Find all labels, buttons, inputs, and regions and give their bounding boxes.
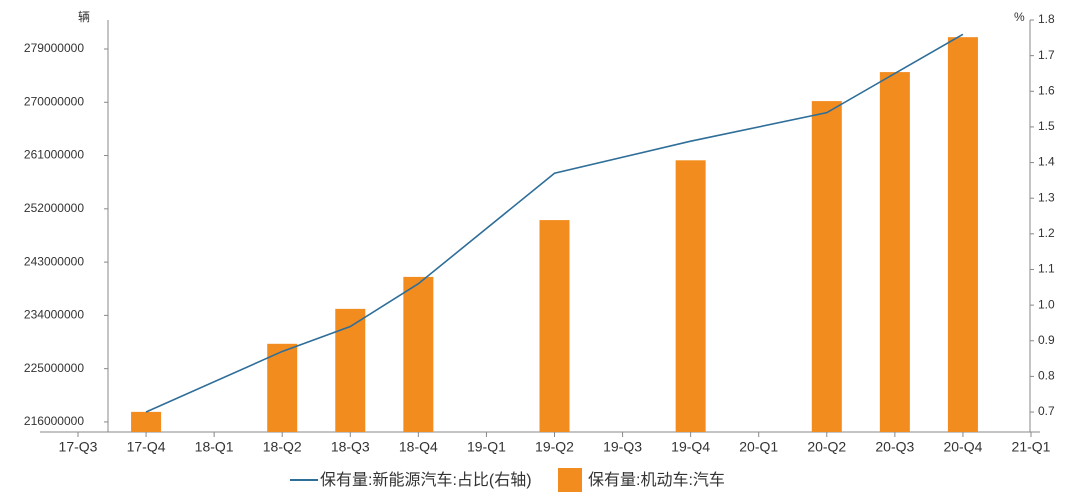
y2-tick-label: 1.8 (1038, 12, 1055, 26)
x-tick-label: 19-Q3 (603, 439, 642, 455)
x-tick-label: 19-Q1 (467, 439, 506, 455)
x-tick-label: 17-Q3 (59, 439, 98, 455)
y2-tick-label: 0.7 (1038, 404, 1055, 418)
y-tick-label: 270000000 (24, 94, 84, 108)
x-tick-label: 20-Q2 (807, 439, 846, 455)
y-tick-label: 279000000 (24, 41, 84, 55)
line (145, 33, 964, 413)
y-tick-label: 261000000 (24, 148, 84, 162)
y2-tick-label: 1.2 (1038, 226, 1055, 240)
x-tick-label: 18-Q3 (331, 439, 370, 455)
legend-swatch (558, 468, 582, 492)
x-tick-label: 21-Q1 (1012, 439, 1051, 455)
bar (539, 220, 570, 432)
x-tick-label: 18-Q4 (399, 439, 438, 455)
bar (403, 276, 434, 432)
x-tick-label: 20-Q1 (739, 439, 778, 455)
y2-tick-label: 1.4 (1038, 155, 1055, 169)
y2-tick-label: 1.6 (1038, 83, 1055, 97)
legend-label: 保有量:新能源汽车:占比(右轴) (320, 471, 532, 489)
x-tick-label: 20-Q4 (943, 439, 982, 455)
left-unit: 辆 (78, 10, 90, 24)
y-tick-label: 216000000 (24, 414, 84, 428)
bar (811, 101, 842, 432)
y2-tick-label: 1.0 (1038, 297, 1055, 311)
legend-label: 保有量:机动车:汽车 (588, 471, 725, 489)
x-tick-label: 19-Q2 (535, 439, 574, 455)
y-tick-label: 243000000 (24, 254, 84, 268)
y2-tick-label: 1.7 (1038, 48, 1055, 62)
bar (879, 72, 910, 433)
y-tick-label: 234000000 (24, 308, 84, 322)
x-tick-label: 17-Q4 (127, 439, 166, 455)
y2-tick-label: 0.8 (1038, 369, 1055, 383)
bar (131, 411, 162, 432)
y-tick-label: 225000000 (24, 361, 84, 375)
x-tick-label: 18-Q2 (263, 439, 302, 455)
x-tick-label: 19-Q4 (671, 439, 710, 455)
bar (675, 160, 706, 433)
x-tick-label: 18-Q1 (195, 439, 234, 455)
bar (947, 37, 978, 433)
right-unit: % (1014, 10, 1025, 24)
y-tick-label: 252000000 (24, 201, 84, 215)
y2-tick-label: 0.9 (1038, 333, 1055, 347)
y2-tick-label: 1.5 (1038, 119, 1055, 133)
y2-tick-label: 1.1 (1038, 262, 1055, 276)
bar (267, 343, 298, 432)
y2-tick-label: 1.3 (1038, 190, 1055, 204)
x-tick-label: 20-Q3 (875, 439, 914, 455)
